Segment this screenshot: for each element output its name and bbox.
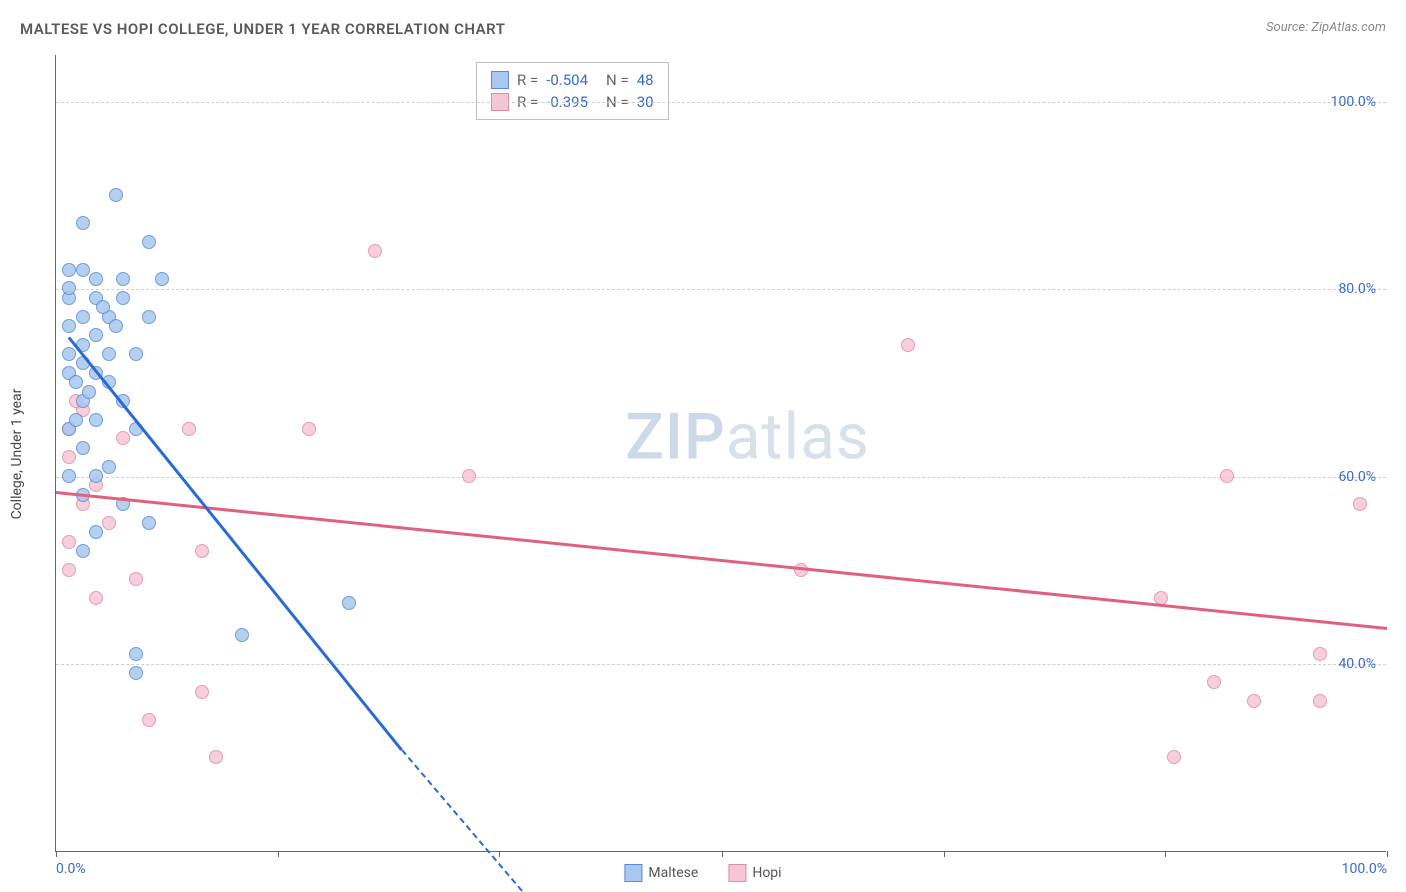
hopi-point [195,685,209,699]
maltese-point [109,319,123,333]
y-tick-label: 40.0% [1338,656,1376,672]
maltese-point [89,328,103,342]
y-tick-label: 80.0% [1338,281,1376,297]
source-label: Source: ZipAtlas.com [1266,20,1386,35]
maltese-point [235,628,249,642]
x-tick [278,851,279,857]
gridline [56,477,1386,478]
maltese-point [89,413,103,427]
trend-line [56,491,1387,629]
maltese-point [142,516,156,530]
hopi-point [368,244,382,258]
x-tick [499,851,500,857]
maltese-point [142,310,156,324]
hopi-point [102,516,116,530]
watermark-atlas: atlas [726,400,870,475]
maltese-point [69,413,83,427]
legend-label: Maltese [648,865,698,881]
chart-title: MALTESE VS HOPI COLLEGE, UNDER 1 YEAR CO… [20,20,505,38]
x-tick [1165,851,1166,857]
hopi-point [462,469,476,483]
hopi-point [1353,497,1367,511]
hopi-point [89,591,103,605]
trend-line [401,749,522,891]
x-tick [722,851,723,857]
x-tick-label: 100.0% [1342,861,1387,877]
chart-area: ZIPatlas R =-0.504N =48R =-0.395N =30 40… [55,55,1386,852]
maltese-point [142,235,156,249]
maltese-point [69,375,83,389]
hopi-point [1220,469,1234,483]
hopi-point [129,572,143,586]
hopi-point [62,450,76,464]
maltese-point [62,263,76,277]
maltese-swatch-icon [491,71,509,89]
stats-row: R = -0.504 N = 48 [491,69,654,91]
legend: Maltese Hopi [624,864,781,882]
hopi-point [1313,647,1327,661]
legend-item: Hopi [728,864,781,882]
plot-region: ZIPatlas R =-0.504N =48R =-0.395N =30 40… [55,55,1386,852]
hopi-point [62,535,76,549]
y-tick-label: 100.0% [1331,94,1376,110]
maltese-point [62,319,76,333]
maltese-point [96,300,110,314]
x-tick [1387,851,1388,857]
hopi-swatch-icon [728,864,746,882]
maltese-point [102,460,116,474]
hopi-point [195,544,209,558]
maltese-point [82,385,96,399]
maltese-point [129,647,143,661]
maltese-point [76,263,90,277]
maltese-point [89,469,103,483]
n-label: N = [606,71,629,89]
r-value: -0.504 [546,71,588,89]
hopi-point [62,563,76,577]
maltese-point [76,441,90,455]
r-label: R = [517,71,538,89]
gridline [56,289,1386,290]
legend-item: Maltese [624,864,698,882]
maltese-point [102,347,116,361]
maltese-point [62,347,76,361]
maltese-point [76,216,90,230]
maltese-point [76,544,90,558]
hopi-point [1313,694,1327,708]
x-tick-label: 0.0% [56,861,86,877]
maltese-swatch-icon [624,864,642,882]
hopi-point [302,422,316,436]
trend-line [68,337,403,751]
maltese-point [89,272,103,286]
watermark-zip: ZIP [625,400,726,475]
x-tick [944,851,945,857]
gridline [56,102,1386,103]
x-tick [56,851,57,857]
hopi-point [1167,750,1181,764]
maltese-point [342,596,356,610]
watermark: ZIPatlas [625,400,870,475]
hopi-point [209,750,223,764]
hopi-point [901,338,915,352]
n-value: 48 [637,71,654,89]
maltese-point [76,310,90,324]
y-tick-label: 60.0% [1338,469,1376,485]
hopi-point [1207,675,1221,689]
hopi-point [1247,694,1261,708]
maltese-point [62,469,76,483]
hopi-point [182,422,196,436]
maltese-point [129,347,143,361]
gridline [56,664,1386,665]
y-axis-label: College, Under 1 year [9,388,25,519]
maltese-point [62,281,76,295]
maltese-point [89,525,103,539]
hopi-point [142,713,156,727]
maltese-point [155,272,169,286]
hopi-point [116,431,130,445]
legend-label: Hopi [752,865,781,881]
maltese-point [116,272,130,286]
stats-box: R =-0.504N =48R =-0.395N =30 [476,62,669,120]
maltese-point [109,188,123,202]
maltese-point [116,291,130,305]
maltese-point [129,666,143,680]
